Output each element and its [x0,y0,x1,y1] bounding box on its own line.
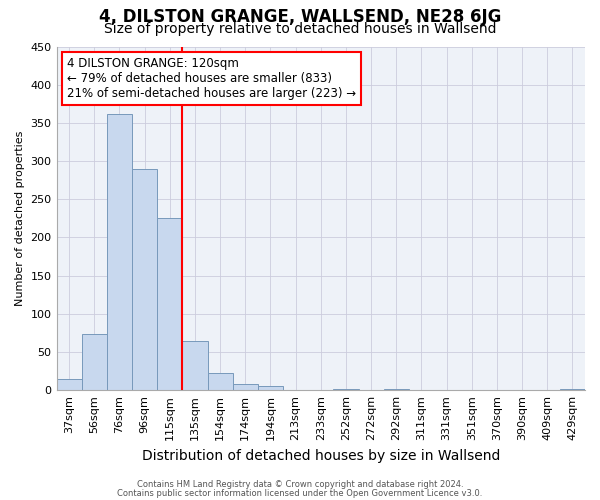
Bar [208,374,233,390]
Text: Size of property relative to detached houses in Wallsend: Size of property relative to detached ho… [104,22,496,36]
Bar [182,340,208,390]
Text: 4 DILSTON GRANGE: 120sqm
← 79% of detached houses are smaller (833)
21% of semi-: 4 DILSTON GRANGE: 120sqm ← 79% of detach… [67,57,356,100]
X-axis label: Distribution of detached houses by size in Wallsend: Distribution of detached houses by size … [142,448,500,462]
Bar [132,168,157,390]
Bar [56,378,82,390]
Text: Contains public sector information licensed under the Open Government Licence v3: Contains public sector information licen… [118,488,482,498]
Text: Contains HM Land Registry data © Crown copyright and database right 2024.: Contains HM Land Registry data © Crown c… [137,480,463,489]
Bar [334,388,359,390]
Y-axis label: Number of detached properties: Number of detached properties [15,130,25,306]
Bar [258,386,283,390]
Bar [383,388,409,390]
Bar [233,384,258,390]
Bar [82,334,107,390]
Bar [560,388,585,390]
Text: 4, DILSTON GRANGE, WALLSEND, NE28 6JG: 4, DILSTON GRANGE, WALLSEND, NE28 6JG [99,8,501,26]
Bar [107,114,132,390]
Bar [157,218,182,390]
